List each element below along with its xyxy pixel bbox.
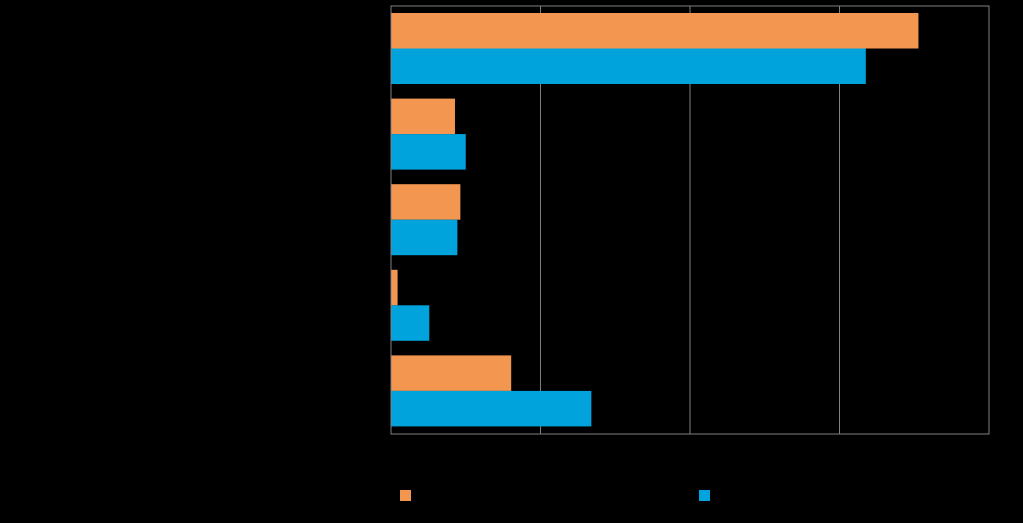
bar-cat5-series1 bbox=[391, 355, 512, 391]
legend-swatch-series-2 bbox=[699, 490, 710, 501]
plot-border bbox=[390, 5, 990, 435]
bar-cat4-series1 bbox=[391, 269, 398, 306]
bar-cat3-series1 bbox=[391, 184, 461, 220]
bar-cat2-series2 bbox=[391, 134, 466, 170]
bar-cat4-series2 bbox=[391, 305, 430, 341]
legend bbox=[400, 490, 710, 501]
bar-cat5-series2 bbox=[391, 390, 592, 427]
bar-cat3-series2 bbox=[391, 219, 458, 256]
legend-swatch-series-1 bbox=[400, 490, 411, 501]
bar-cat1-series1 bbox=[391, 13, 919, 49]
bar-cat2-series1 bbox=[391, 98, 455, 135]
bars-group bbox=[391, 13, 919, 427]
plot-frame bbox=[390, 5, 990, 435]
bar-cat1-series2 bbox=[391, 48, 866, 84]
